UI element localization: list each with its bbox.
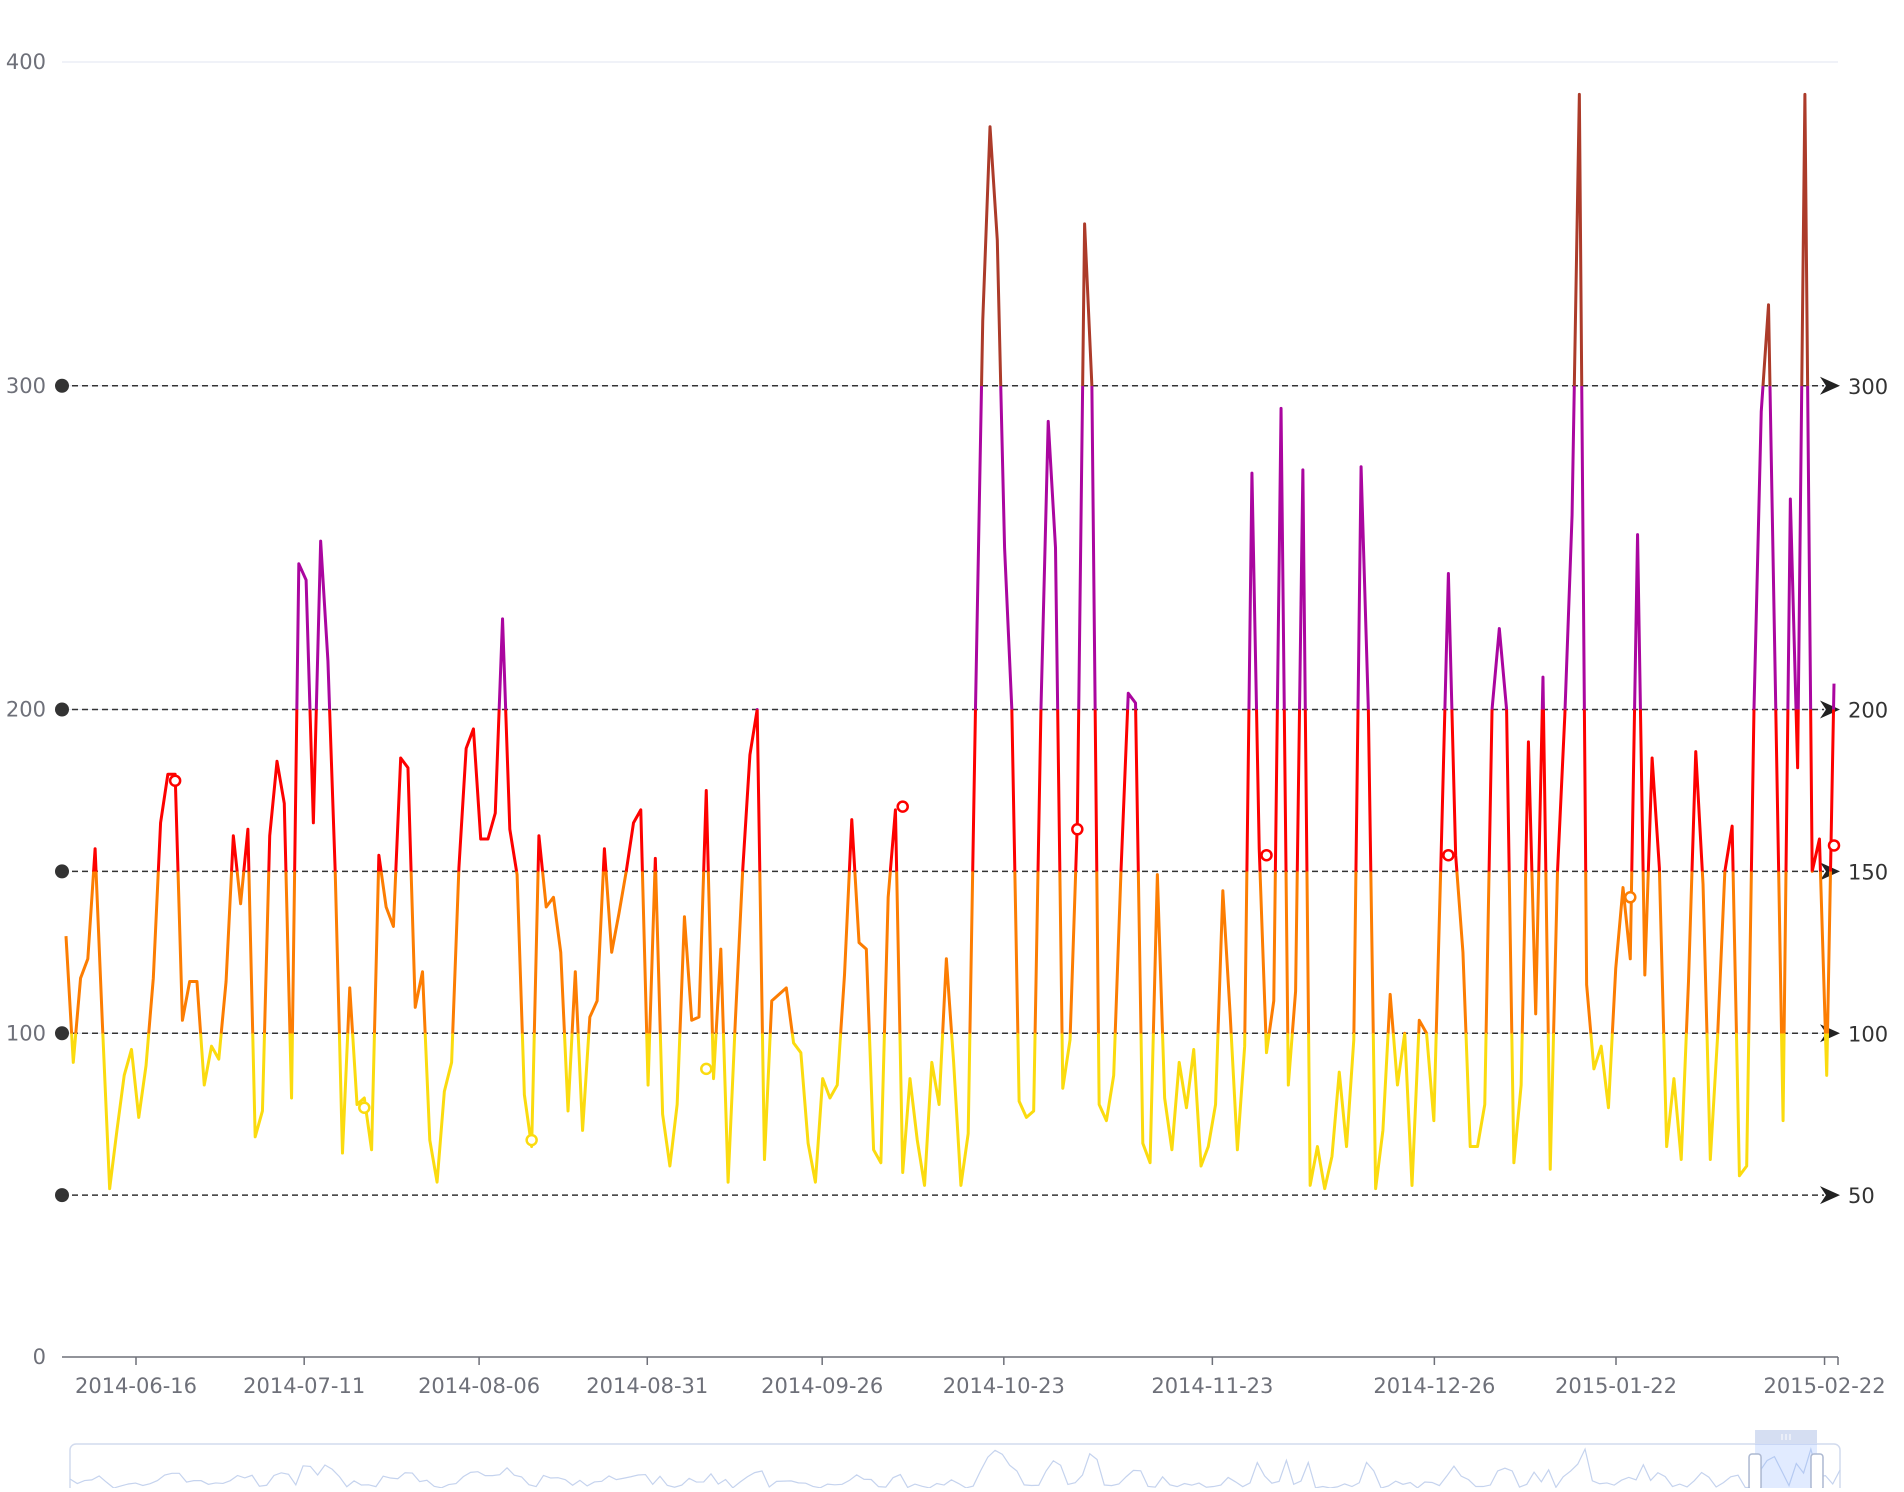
series-line (64, 92, 1836, 1191)
marker-points (168, 774, 1841, 1147)
data-point (168, 774, 182, 787)
x-tick-label: 2014-08-31 (586, 1374, 708, 1398)
data-point (1260, 848, 1273, 862)
markline-label: 150 (1848, 860, 1888, 884)
x-tick-label: 2014-11-23 (1151, 1374, 1273, 1398)
x-tick-label: 2014-10-23 (943, 1374, 1065, 1398)
y-tick-label: 0 (33, 1345, 46, 1369)
zoom-preview-line (69, 1446, 1841, 1489)
markline-arrow-icon (1820, 376, 1840, 395)
x-tick-label: 2014-09-26 (761, 1374, 883, 1398)
data-point (1827, 839, 1841, 852)
y-tick-label: 300 (6, 374, 46, 398)
y-tick-label: 200 (6, 698, 46, 722)
data-point (525, 1133, 538, 1147)
data-point (1624, 891, 1637, 904)
x-axis: 2014-06-16 2014-07-11 2014-08-06 2014-08-31… (62, 1356, 1886, 1398)
x-tick-label: 2015-01-22 (1555, 1374, 1677, 1398)
y-tick-label: 400 (6, 50, 46, 74)
markline-label: 50 (1848, 1184, 1875, 1208)
markline-label: 300 (1848, 375, 1888, 399)
x-tick-label: 2015-02-22 (1764, 1374, 1886, 1398)
zoom-selected-range (1755, 1444, 1817, 1492)
markline-arrow-icon (1820, 1186, 1840, 1205)
x-tick-label: 2014-08-06 (418, 1374, 540, 1398)
x-tick-label: 2014-07-11 (243, 1374, 365, 1398)
markline-label: 200 (1848, 699, 1888, 723)
zoom-handle-right[interactable] (1810, 1453, 1824, 1491)
markline-arrow-icon (1820, 700, 1840, 719)
data-point (896, 800, 909, 813)
y-axis: 0 100 200 300 400 (6, 50, 46, 1369)
data-point (358, 1101, 371, 1114)
x-tick-label: 2014-06-16 (75, 1374, 197, 1398)
zoom-track (69, 1443, 1841, 1492)
series-layer (64, 92, 1836, 1191)
data-point (1442, 848, 1455, 862)
mark-lines: 50 100 150 200 300 (55, 375, 1888, 1208)
y-tick-label: 100 (6, 1021, 46, 1045)
x-tick-label: 2014-12-26 (1373, 1374, 1495, 1398)
data-zoom-slider[interactable] (69, 1430, 1841, 1492)
data-point (1071, 823, 1084, 836)
zoom-handle-left[interactable] (1748, 1453, 1762, 1491)
data-point (700, 1062, 713, 1076)
markline-label: 100 (1848, 1022, 1888, 1046)
